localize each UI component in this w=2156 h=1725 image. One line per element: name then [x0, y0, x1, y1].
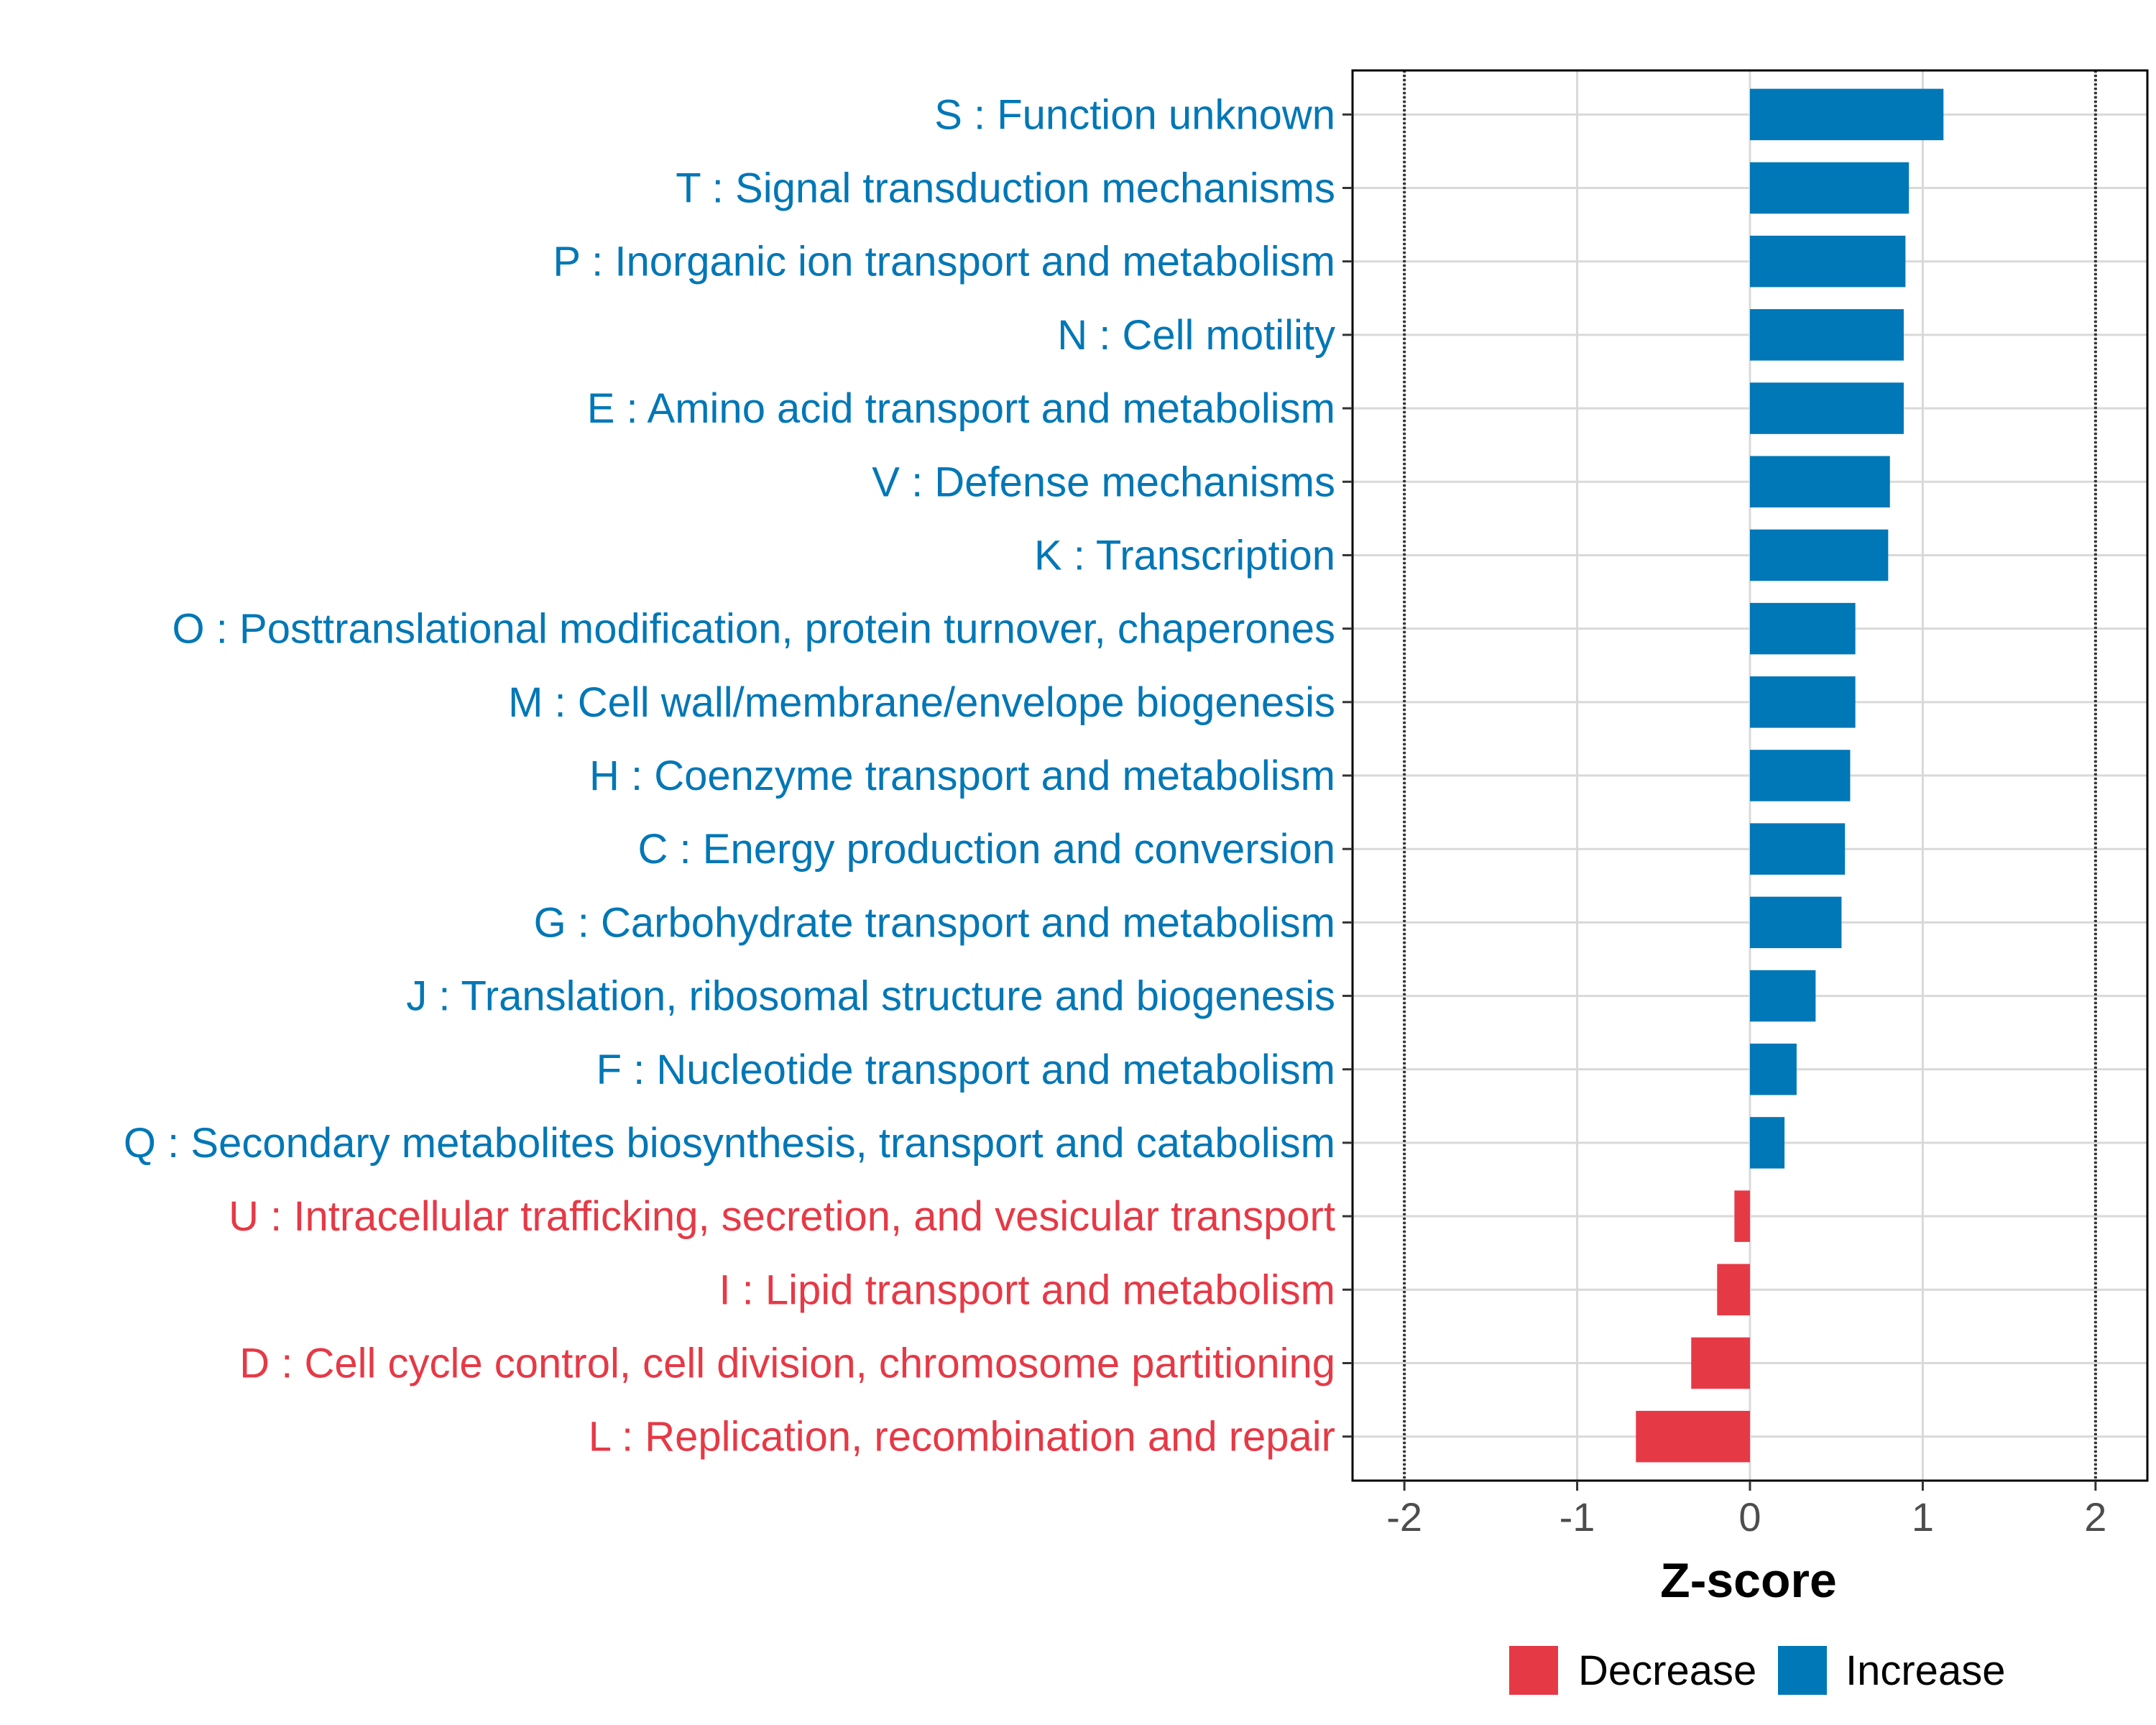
bar	[1691, 1337, 1750, 1389]
category-label: H : Coenzyme transport and metabolism	[589, 753, 1335, 799]
bar	[1750, 896, 1842, 949]
category-label: U : Intracellular trafficking, secretion…	[229, 1193, 1335, 1240]
x-tick-label: -2	[1386, 1494, 1422, 1540]
category-label: F : Nucleotide transport and metabolism	[596, 1046, 1335, 1093]
bar	[1734, 1190, 1750, 1242]
bar	[1750, 823, 1846, 875]
category-label: S : Function unknown	[934, 91, 1335, 138]
bars	[1636, 88, 1944, 1463]
bar	[1750, 676, 1856, 728]
category-label: N : Cell motility	[1057, 312, 1335, 359]
category-label: E : Amino acid transport and metabolism	[587, 385, 1335, 432]
category-label: K : Transcription	[1034, 532, 1335, 579]
y-axis-ticks	[1342, 113, 1353, 1438]
category-label: O : Posttranslational modification, prot…	[172, 606, 1335, 653]
x-axis-title: Z-score	[1660, 1553, 1837, 1608]
bar	[1717, 1264, 1750, 1316]
category-label: C : Energy production and conversion	[638, 826, 1335, 873]
bar	[1750, 970, 1816, 1022]
bar	[1750, 750, 1851, 801]
category-labels: S : Function unknown T : Signal transduct…	[124, 91, 1335, 1460]
x-tick-label: 0	[1738, 1494, 1761, 1540]
bar	[1750, 1117, 1785, 1169]
category-label: G : Carbohydrate transport and metabolis…	[534, 899, 1335, 946]
x-tick-label: -1	[1560, 1494, 1595, 1540]
category-label: T : Signal transduction mechanisms	[676, 165, 1335, 212]
bar	[1750, 456, 1890, 508]
bar	[1750, 602, 1856, 655]
x-tick-label: 2	[2084, 1494, 2106, 1540]
reference-lines	[1403, 70, 2097, 1481]
x-tick-label: 1	[1912, 1494, 1934, 1540]
category-label: J : Translation, ribosomal structure and…	[406, 973, 1335, 1020]
bar	[1750, 309, 1904, 361]
category-label: P : Inorganic ion transport and metaboli…	[553, 239, 1335, 285]
bar	[1750, 529, 1889, 581]
bar	[1750, 382, 1904, 434]
bar	[1750, 88, 1944, 141]
category-label: L : Replication, recombination and repai…	[589, 1414, 1335, 1460]
bar	[1636, 1410, 1750, 1463]
legend-label: Decrease	[1578, 1647, 1756, 1694]
bar	[1750, 235, 1906, 288]
category-label: D : Cell cycle control, cell division, c…	[239, 1340, 1335, 1387]
category-label: I : Lipid transport and metabolism	[719, 1266, 1335, 1313]
bar	[1750, 162, 1909, 214]
category-label: Q : Secondary metabolites biosynthesis, …	[124, 1120, 1335, 1167]
x-axis-ticks: -2 -1 0 1 2	[1386, 1481, 2106, 1540]
category-label: V : Defense mechanisms	[872, 459, 1335, 505]
legend-swatch	[1778, 1646, 1827, 1695]
legend-swatch	[1509, 1646, 1558, 1695]
legend-label: Increase	[1846, 1647, 2005, 1694]
legend: Decrease Increase	[1509, 1646, 2005, 1695]
category-label: M : Cell wall/membrane/envelope biogenes…	[508, 679, 1335, 726]
bar	[1750, 1043, 1797, 1095]
